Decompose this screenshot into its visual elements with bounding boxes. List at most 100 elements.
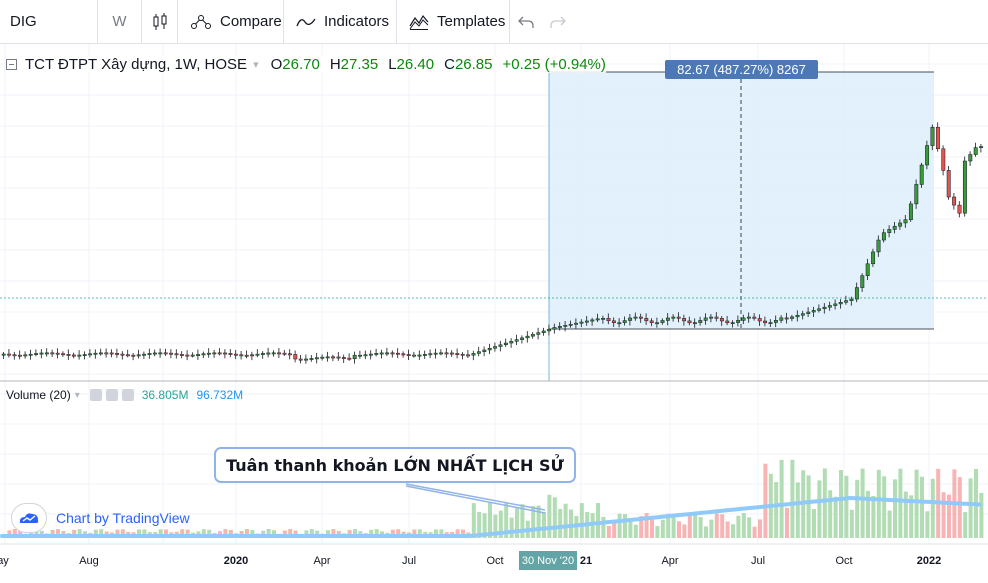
close-icon[interactable] — [121, 389, 134, 401]
time-axis-label: 2022 — [917, 555, 941, 567]
volume-bar — [331, 529, 336, 538]
candle-body — [644, 318, 649, 322]
indicators-button[interactable]: Indicators — [284, 0, 397, 44]
candle-body — [368, 353, 373, 356]
candle-body — [190, 354, 195, 357]
volume-bar — [369, 529, 374, 538]
volume-bar — [601, 516, 606, 538]
volume-bar — [396, 529, 401, 538]
volume-dropdown-icon[interactable]: ▾ — [74, 389, 80, 401]
visibility-icon[interactable] — [89, 389, 102, 401]
volume-bar — [752, 526, 757, 538]
annotation-callout[interactable]: Tuân thanh khoản LỚN NHẤT LỊCH SỬ — [214, 447, 576, 483]
time-axis-label: 21 — [580, 555, 592, 567]
candles-icon — [152, 12, 168, 32]
candle-body — [109, 352, 114, 355]
volume-bar — [790, 459, 795, 538]
time-axis-label: Apr — [661, 555, 678, 567]
compare-button[interactable]: Compare — [178, 0, 284, 44]
time-axis-label: Apr — [313, 555, 330, 567]
candle-body — [941, 148, 946, 171]
collapse-icon[interactable] — [6, 59, 17, 70]
volume-bar — [876, 469, 881, 538]
volume-bar — [623, 514, 627, 538]
candle-body — [719, 318, 724, 322]
candle-body — [946, 170, 951, 198]
candle-body — [12, 354, 17, 357]
volume-bar — [795, 482, 800, 538]
candle-body — [563, 325, 568, 327]
candle-body — [487, 347, 492, 351]
candle-body — [822, 306, 827, 310]
volume-bar — [833, 496, 838, 538]
candle-body — [903, 219, 908, 224]
candle-body — [455, 353, 460, 355]
candle-body — [503, 342, 508, 346]
settings-icon[interactable] — [105, 389, 118, 401]
volume-bar — [552, 497, 557, 538]
volume-bar — [158, 529, 163, 538]
candle-body — [179, 354, 184, 356]
interval-button[interactable]: W — [98, 0, 142, 44]
volume-bar — [741, 513, 746, 538]
chart-canvas[interactable]: ay Aug 2020 Apr Jul Oct 21 Apr Jul Oct 2022 — [0, 44, 988, 578]
candle-body — [449, 352, 454, 355]
candle-body — [341, 357, 346, 359]
candle-body — [482, 349, 487, 352]
close-label: C — [444, 56, 455, 73]
candle-body — [887, 229, 892, 233]
candle-body — [104, 352, 109, 355]
candle-body — [725, 320, 730, 324]
candle-body — [309, 358, 314, 360]
candle-body — [838, 302, 843, 305]
candle-body — [908, 203, 913, 220]
candle-body — [968, 154, 973, 162]
volume-bar — [56, 529, 60, 538]
crosshair-date-tag: 30 Nov '20 — [519, 551, 577, 570]
candle-body — [422, 354, 427, 356]
candle-body — [617, 322, 622, 325]
candle-body — [98, 352, 103, 355]
candle-body — [93, 352, 98, 355]
candle-body — [433, 352, 438, 355]
price-candles — [1, 122, 984, 364]
candle-body — [428, 353, 433, 356]
candle-body — [61, 353, 66, 356]
volume-bar — [785, 507, 789, 538]
legend-dropdown-icon[interactable]: ▾ — [253, 59, 259, 71]
candle-body — [271, 352, 276, 355]
candle-body — [379, 352, 384, 355]
candle-body — [757, 318, 762, 322]
volume-bar — [979, 492, 984, 538]
tradingview-watermark[interactable]: Chart by TradingView — [12, 504, 190, 532]
candle-body — [638, 316, 643, 319]
volume-bar — [941, 492, 946, 538]
symbol-search[interactable]: DIG — [0, 0, 98, 44]
volume-bar — [709, 519, 714, 538]
candle-body — [444, 352, 449, 355]
undo-button[interactable] — [510, 0, 542, 44]
volume-bar — [606, 525, 611, 538]
candle-body — [395, 352, 400, 355]
redo-button[interactable] — [542, 0, 574, 44]
main-legend: TCT ĐTPT Xây dựng, 1W, HOSE ▾ O 26.70 H 27… — [6, 56, 606, 73]
volume-legend: Volume (20) ▾ 36.805M 96.732M — [6, 388, 243, 402]
candle-body — [952, 196, 957, 206]
volume-bar — [137, 529, 141, 538]
templates-button[interactable]: Templates — [397, 0, 510, 44]
candle-body — [28, 353, 33, 356]
volume-bar — [412, 529, 417, 538]
volume-bar — [677, 521, 681, 538]
chart-type-button[interactable] — [142, 0, 178, 44]
volume-bar — [714, 513, 719, 538]
candle-body — [304, 358, 309, 361]
volume-bar — [666, 513, 671, 538]
volume-bar — [736, 515, 741, 538]
candle-body — [584, 320, 589, 323]
candle-body — [925, 145, 930, 166]
candle-body — [223, 352, 228, 355]
volume-bar — [871, 496, 876, 538]
candle-body — [460, 353, 465, 356]
candle-body — [568, 323, 573, 326]
time-axis-label: Oct — [486, 555, 503, 567]
